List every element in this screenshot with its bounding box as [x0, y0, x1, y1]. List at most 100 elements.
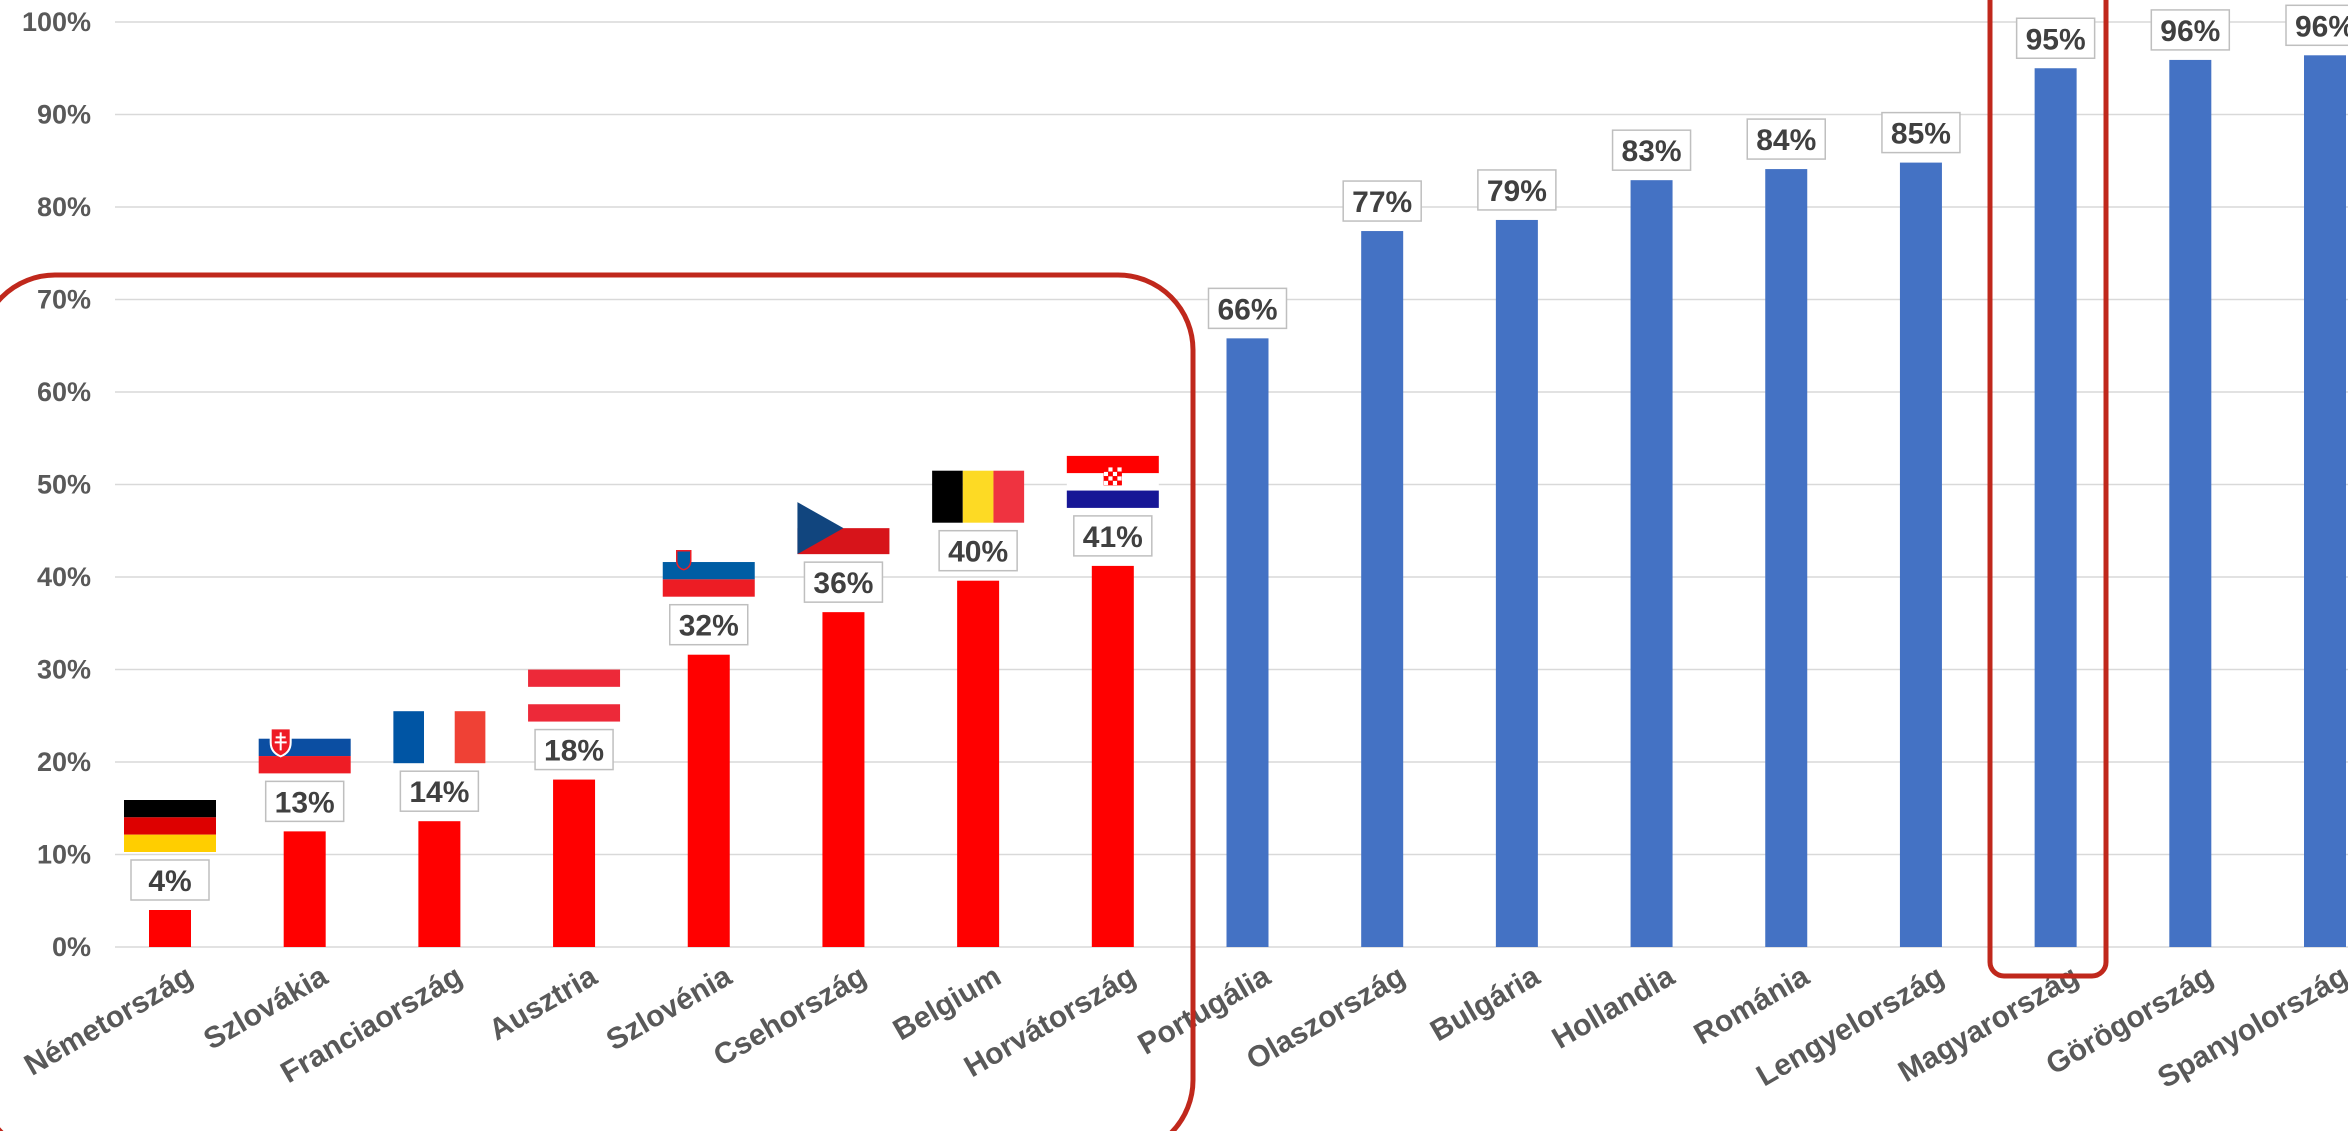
data-label-box: [2285, 4, 2348, 47]
category-label: Ausztria: [484, 959, 603, 1047]
flag-stripe: [662, 579, 755, 597]
flag-checker: [1117, 480, 1122, 486]
data-label-box: [1207, 287, 1288, 330]
y-tick-label: 0%: [52, 932, 91, 962]
bar: [2304, 55, 2346, 948]
flag-stripe: [424, 711, 455, 764]
y-tick-label: 30%: [37, 655, 91, 685]
flag-checker: [1103, 480, 1109, 486]
bar: [687, 654, 730, 947]
flag-checker: [1108, 476, 1113, 481]
flag-triangle: [797, 502, 844, 555]
data-label-box: [669, 603, 749, 646]
data-label-box: [1746, 118, 1826, 160]
flag-checker: [1112, 467, 1118, 472]
data-label-box: [399, 770, 480, 812]
data-label-box: [1342, 180, 1422, 222]
y-tick-label: 20%: [37, 747, 91, 777]
data-label-box: [264, 780, 345, 823]
data-label: 41%: [1083, 521, 1143, 554]
bar: [957, 580, 1000, 947]
bar: [1226, 338, 1269, 948]
y-tick-label: 10%: [37, 840, 91, 870]
data-label: 32%: [679, 610, 739, 643]
flag-checker: [1117, 467, 1122, 472]
data-label-box: [938, 529, 1018, 572]
category-label: Bulgária: [1425, 959, 1546, 1048]
flag-stripe: [1066, 490, 1159, 508]
category-label: Belgium: [888, 959, 1007, 1047]
flag-checker: [1108, 471, 1113, 477]
bar: [1765, 169, 1808, 947]
flag-emblem: [274, 732, 287, 751]
bar: [2169, 59, 2212, 948]
croatia-flag: [1066, 455, 1159, 508]
y-tick-label: 90%: [37, 100, 91, 130]
data-label: 77%: [1352, 186, 1412, 219]
flag-stripe: [528, 686, 621, 705]
flag-checker: [1117, 476, 1122, 481]
data-label-box: [1073, 515, 1153, 557]
flag-checker: [1112, 476, 1118, 481]
data-label: 84%: [1756, 124, 1816, 157]
flag-checker: [1117, 471, 1122, 477]
category-label: Németország: [19, 959, 199, 1082]
category-label: Csehország: [708, 959, 872, 1073]
bars: [149, 55, 2346, 948]
data-label: 14%: [409, 776, 469, 809]
data-label-box: [1881, 111, 1961, 154]
y-tick-label: 100%: [22, 7, 91, 37]
flag-stripe: [258, 756, 351, 774]
flag-checker: [1112, 471, 1118, 477]
highlight-boxes: [0, 0, 2109, 1131]
y-tick-label: 40%: [37, 562, 91, 592]
data-label: 79%: [1487, 175, 1547, 208]
data-label-box: [2015, 17, 2096, 59]
flag-stripe: [124, 834, 216, 852]
bar: [1495, 219, 1538, 947]
data-label: 36%: [813, 567, 873, 600]
flag-stripe: [528, 704, 621, 722]
data-label: 96%: [2295, 10, 2348, 43]
flag-checker: [1103, 471, 1109, 477]
data-label-box: [2150, 9, 2231, 51]
flag-stripe: [662, 562, 755, 580]
slovakia-flag: [258, 721, 351, 774]
flag-stripe: [454, 711, 486, 764]
flag-checker: [1103, 467, 1109, 472]
data-label: 83%: [1622, 135, 1682, 168]
data-label-box: [1611, 129, 1692, 171]
data-label: 18%: [544, 735, 604, 768]
bar: [822, 612, 865, 947]
data-label: 4%: [148, 865, 191, 898]
y-axis: 0% 10% 20% 30% 40% 50% 60% 70% 80% 90% 100%: [22, 7, 91, 962]
flag-checker: [1108, 480, 1113, 486]
data-labels: 4% 13% 14% 18% 32% 36% 40% 41% 66% 77% 79% 83% 84% 85…: [130, 4, 2348, 901]
bar: [1091, 565, 1134, 947]
flag-checker: [1108, 467, 1113, 472]
czechia-flag: [797, 502, 890, 555]
y-tick-label: 70%: [37, 285, 91, 315]
bar: [1899, 162, 1942, 948]
bar: [553, 779, 596, 947]
flag-stripe: [393, 711, 425, 764]
france-flag: [393, 711, 486, 764]
flag-stripe: [1066, 455, 1159, 474]
flag-stripe: [124, 817, 216, 835]
highlight-box-magyarorszag: [1987, 0, 2109, 979]
data-label: 96%: [2160, 15, 2220, 48]
flag-stripe: [962, 470, 994, 523]
y-tick-label: 60%: [37, 377, 91, 407]
flag-stripe: [528, 669, 621, 687]
data-label: 85%: [1891, 118, 1951, 151]
belgium-flag: [932, 470, 1025, 523]
flag-stripe: [993, 470, 1025, 523]
flag-stripe: [932, 470, 963, 523]
y-tick-label: 80%: [37, 192, 91, 222]
flag-emblem: [676, 549, 692, 571]
slovenia-flag: [662, 544, 755, 597]
bar: [1361, 231, 1404, 948]
bar: [1630, 180, 1673, 948]
austria-flag: [528, 669, 621, 722]
